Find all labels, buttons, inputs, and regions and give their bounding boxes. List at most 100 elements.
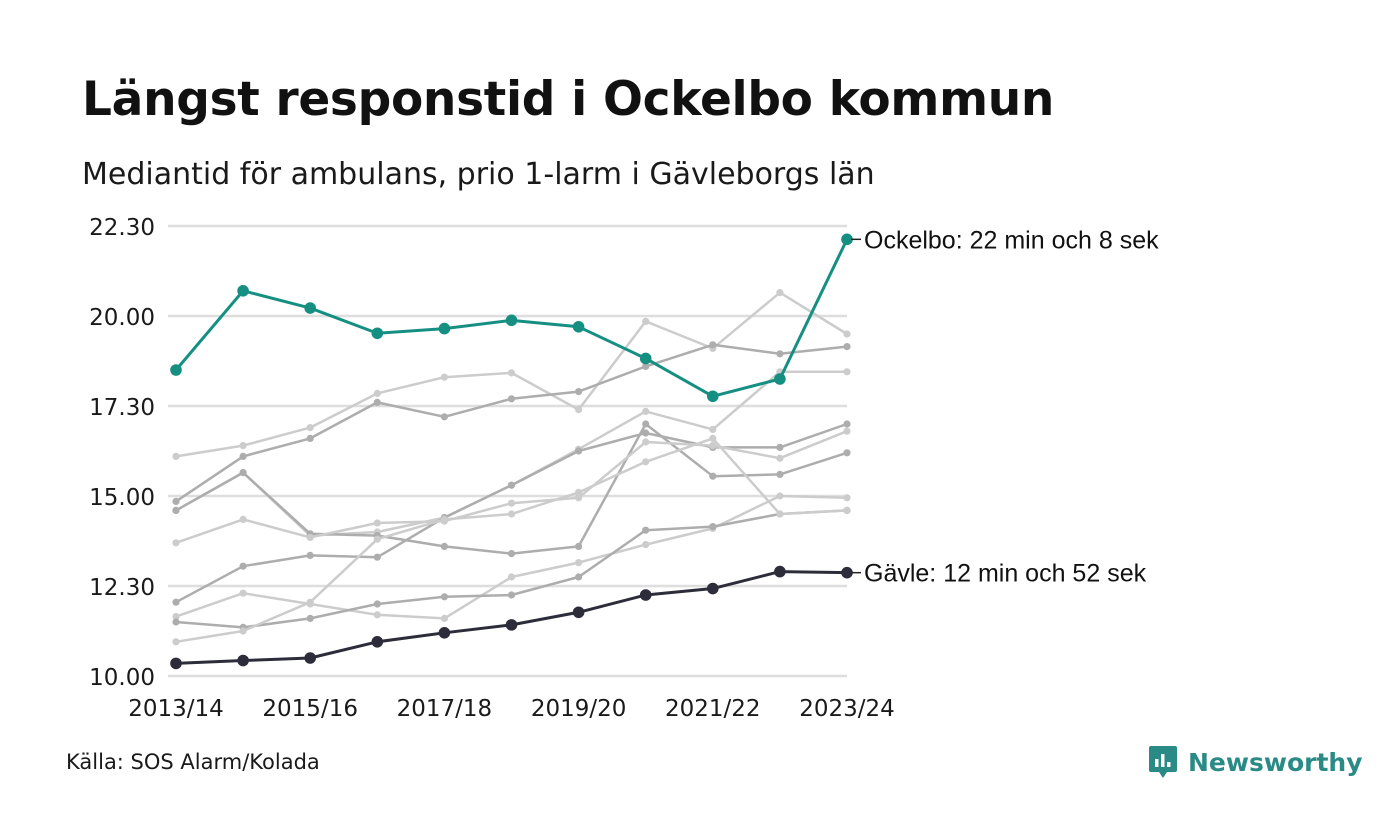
series-label-ockelbo: Ockelbo: 22 min och 8 sek xyxy=(864,226,1159,254)
series-point-gävle xyxy=(170,657,182,670)
series-point-ockelbo xyxy=(841,233,853,246)
background-series-point xyxy=(843,449,851,457)
background-series-point xyxy=(306,424,314,432)
background-series-point xyxy=(843,506,851,514)
background-series-point xyxy=(172,539,180,547)
x-tick-label: 2023/24 xyxy=(799,696,895,722)
background-series-point xyxy=(373,535,381,543)
background-series-point xyxy=(239,589,247,597)
background-series-point xyxy=(440,413,448,421)
y-tick-label: 22.30 xyxy=(89,215,155,241)
x-tick-label: 2021/22 xyxy=(665,696,761,722)
bar-chart-speech-icon xyxy=(1149,746,1177,778)
background-series-point xyxy=(642,420,650,428)
background-series-point xyxy=(642,407,650,415)
background-series-point xyxy=(709,442,717,450)
background-series-point xyxy=(373,611,381,619)
background-series-point xyxy=(575,542,583,551)
background-series-point xyxy=(239,469,247,477)
y-axis-ticks: 10.00 12.30 15.00 17.30 20.00 22.30 xyxy=(89,215,155,691)
background-series-point xyxy=(642,458,650,466)
brand-name: Newsworthy xyxy=(1188,747,1363,777)
y-tick-label: 20.00 xyxy=(89,305,155,331)
background-series-point xyxy=(172,618,180,626)
background-series-point xyxy=(709,523,717,531)
series-point-ockelbo xyxy=(237,285,249,297)
background-series-point xyxy=(642,362,650,370)
background-series-point xyxy=(507,550,516,558)
background-series-line xyxy=(175,437,848,644)
series-point-gävle xyxy=(304,652,317,664)
x-tick-label: 2015/16 xyxy=(262,696,358,722)
series-point-ockelbo xyxy=(304,302,317,314)
background-series-point xyxy=(507,369,516,377)
background-series-point xyxy=(373,553,381,561)
series-point-gävle xyxy=(841,566,853,579)
background-series-point xyxy=(373,389,381,397)
series-point-gävle xyxy=(774,565,786,578)
series-point-gävle xyxy=(572,606,585,619)
chart-title: Längst responstid i Ockelbo kommun xyxy=(82,72,1055,127)
background-series-point xyxy=(776,350,784,358)
series-point-gävle xyxy=(639,589,652,601)
background-series-point xyxy=(239,442,247,450)
background-series-point xyxy=(172,497,180,505)
series-label-gävle: Gävle: 12 min och 52 sek xyxy=(864,560,1147,588)
background-series-point xyxy=(306,551,314,560)
background-series-point xyxy=(843,494,851,502)
background-series-point xyxy=(507,510,516,518)
y-tick-label: 15.00 xyxy=(89,485,155,511)
series-point-gävle xyxy=(438,627,451,639)
background-series-point xyxy=(373,600,381,608)
background-series-point xyxy=(642,438,650,446)
background-series-point xyxy=(239,515,247,524)
background-series-point xyxy=(776,443,784,451)
background-series-point xyxy=(440,542,448,551)
grid-lines xyxy=(168,224,847,678)
background-series-point xyxy=(239,452,247,460)
background-series-point xyxy=(776,492,784,500)
background-series-point xyxy=(843,343,851,351)
background-series-point xyxy=(440,515,448,524)
background-series-point xyxy=(172,598,180,606)
series-point-gävle xyxy=(707,582,719,595)
series-point-ockelbo xyxy=(505,314,518,327)
series-point-gävle xyxy=(371,636,384,648)
background-series-point xyxy=(642,541,650,549)
background-series-point xyxy=(306,533,314,542)
background-series-point xyxy=(843,420,851,428)
background-series-point xyxy=(440,593,448,601)
background-series-point xyxy=(843,330,851,338)
background-series-point xyxy=(507,499,516,507)
y-tick-label: 17.30 xyxy=(89,395,155,421)
brand-logo: Newsworthy xyxy=(1148,744,1363,780)
background-series-point xyxy=(440,373,448,381)
background-series-point xyxy=(843,427,851,435)
series-point-ockelbo xyxy=(774,373,786,385)
background-series-point xyxy=(507,591,516,599)
background-series-point xyxy=(172,638,180,646)
y-tick-label: 12.30 xyxy=(89,575,155,601)
background-series-point xyxy=(507,395,516,403)
background-series-point xyxy=(709,472,717,480)
background-series-point xyxy=(507,573,516,581)
background-series-point xyxy=(306,598,314,606)
background-series-point xyxy=(776,470,784,478)
background-series-point xyxy=(776,454,784,462)
background-series-point xyxy=(843,368,851,376)
background-series-point xyxy=(373,398,381,406)
background-series-point xyxy=(373,519,381,527)
background-series-point xyxy=(575,573,583,581)
x-tick-label: 2013/14 xyxy=(128,696,224,722)
background-series-point xyxy=(709,425,717,433)
background-series-point xyxy=(306,614,314,623)
background-series-point xyxy=(239,627,247,635)
series-point-ockelbo xyxy=(639,352,652,365)
background-series-point xyxy=(575,494,583,502)
x-axis-ticks: 2013/14 2015/16 2017/18 2019/20 2021/22 2023/… xyxy=(128,696,895,722)
y-tick-label: 10.00 xyxy=(89,665,155,691)
background-series-point xyxy=(172,506,180,514)
series-point-ockelbo xyxy=(371,327,384,340)
background-series-point xyxy=(575,406,583,414)
